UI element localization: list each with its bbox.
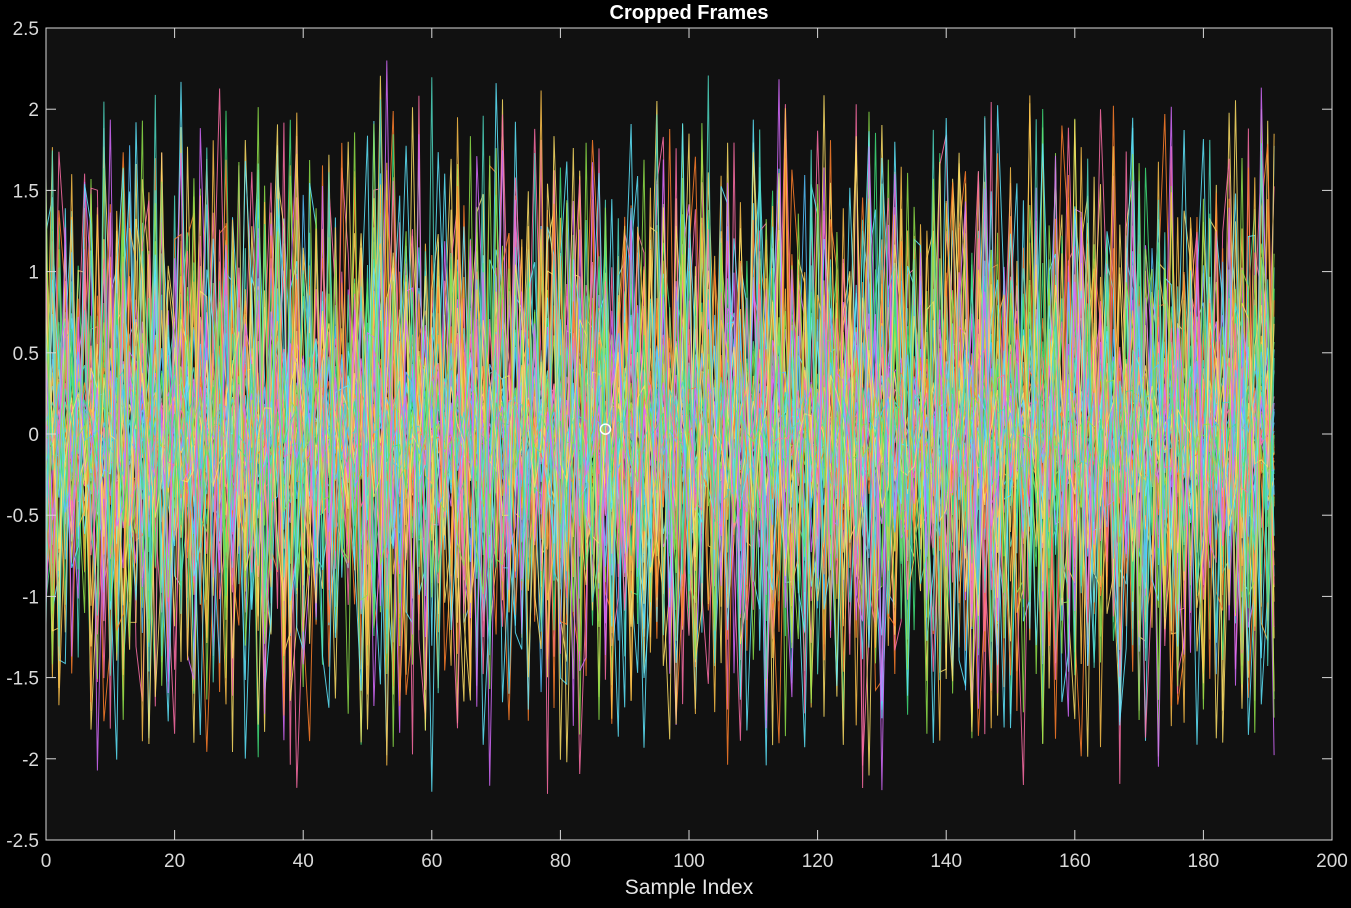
x-axis-label: Sample Index — [625, 876, 754, 899]
x-tick-label: 40 — [293, 851, 314, 872]
y-tick-label: 2.5 — [13, 19, 39, 40]
y-tick-label: -0.5 — [6, 506, 39, 527]
x-tick-label: 120 — [802, 851, 834, 872]
y-tick-label: -1 — [22, 587, 39, 608]
series-line — [45, 221, 1275, 627]
marker-layer — [599, 423, 612, 435]
y-tick-label: 1.5 — [13, 181, 39, 202]
y-tick-label: 0 — [28, 425, 39, 446]
x-tick-label: 60 — [421, 851, 442, 872]
y-tick-label: -2 — [22, 750, 39, 771]
y-tick-label: 1 — [28, 263, 39, 284]
x-tick-label: 180 — [1188, 851, 1220, 872]
data-marker[interactable] — [599, 423, 612, 435]
x-tick-label: 100 — [673, 851, 705, 872]
series-lines — [45, 60, 1275, 794]
y-tick-label: 0.5 — [13, 344, 39, 365]
y-tick-label: 2 — [28, 100, 39, 121]
series-line — [45, 105, 1275, 765]
y-axis: -2.5 -2 -1.5 -1 -0.5 0 0.5 1 1.5 2 2.5 — [6, 19, 1332, 852]
series-line — [45, 107, 1275, 744]
series-line — [45, 60, 1275, 791]
x-axis: 0 20 40 60 80 100 120 140 160 180 200 — [41, 28, 1348, 872]
chart-title: Cropped Frames — [610, 2, 769, 24]
x-tick-label: 0 — [41, 851, 52, 872]
x-tick-label: 140 — [930, 851, 962, 872]
series-line — [45, 88, 1275, 788]
y-tick-label: -2.5 — [6, 831, 39, 852]
x-tick-label: 160 — [1059, 851, 1091, 872]
x-tick-label: 200 — [1316, 851, 1348, 872]
x-tick-label: 20 — [164, 851, 185, 872]
series-line — [45, 75, 1275, 708]
y-tick-label: -1.5 — [6, 669, 39, 690]
x-tick-label: 80 — [550, 851, 571, 872]
